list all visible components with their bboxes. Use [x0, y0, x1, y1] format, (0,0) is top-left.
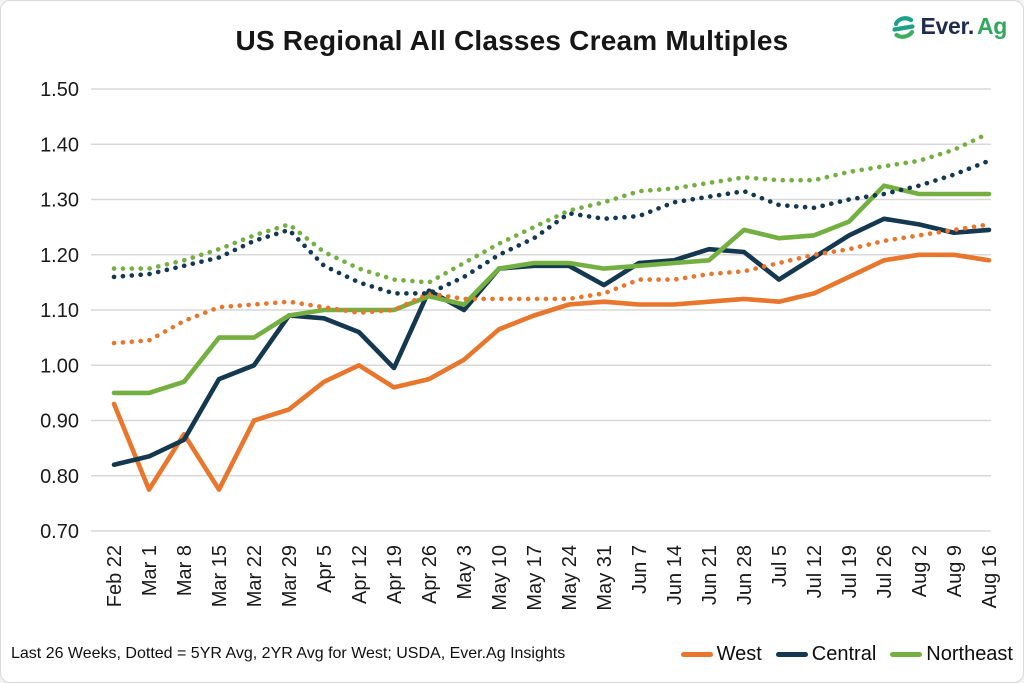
x-tick-label: Apr 12	[349, 545, 371, 604]
legend-swatch-central	[775, 651, 808, 657]
x-tick-label: Jul 19	[839, 545, 861, 598]
y-tick-label: 1.40	[40, 134, 79, 156]
legend-label: Central	[811, 642, 877, 665]
legend-label: West	[716, 642, 762, 665]
y-tick-label: 1.10	[40, 300, 79, 322]
legend-swatch-northeast	[890, 651, 923, 657]
ever-ag-logo-icon	[892, 15, 916, 39]
x-tick-label: Feb 22	[104, 545, 126, 607]
y-tick-label: 0.80	[40, 466, 79, 488]
x-tick-label: Jun 14	[664, 545, 686, 605]
x-tick-label: May 24	[559, 545, 581, 611]
logo-text-primary: Ever.	[920, 13, 974, 39]
x-tick-label: May 3	[454, 545, 476, 599]
series-central	[111, 216, 992, 468]
x-tick-label: Mar 1	[139, 545, 161, 596]
footer-note: Last 26 Weeks, Dotted = 5YR Avg, 2YR Avg…	[11, 645, 566, 662]
y-tick-label: 1.00	[40, 355, 79, 377]
x-tick-label: Apr 26	[419, 545, 441, 604]
x-tick-label: Apr 19	[384, 545, 406, 604]
legend-swatch-west	[680, 651, 713, 657]
line-chart: 1.50 1.40 1.30 1.20 1.10 1.00 0.90 0.80 0.70 Feb …	[1, 1, 1023, 644]
series-west-2yr-avg	[111, 222, 992, 346]
x-tick-label: May 31	[594, 545, 616, 611]
chart-title: US Regional All Classes Cream Multiples	[235, 25, 789, 56]
x-tick-label: Aug 16	[979, 545, 1001, 608]
series-northeast	[111, 183, 992, 396]
y-tick-label: 1.20	[40, 245, 79, 267]
x-tick-label: Apr 5	[314, 545, 336, 593]
series-northeast-5yr-avg	[111, 130, 992, 285]
x-tick-label: Jun 7	[629, 545, 651, 594]
legend-item-central: Central	[775, 642, 877, 666]
chart-canvas: 1.50 1.40 1.30 1.20 1.10 1.00 0.90 0.80 0.70 Feb …	[40, 79, 1001, 611]
y-tick-label: 1.50	[40, 79, 79, 101]
x-tick-label: May 10	[489, 545, 511, 611]
x-tick-label: Mar 22	[244, 545, 266, 607]
y-tick-label: 1.30	[40, 190, 79, 212]
x-tick-label: Jun 21	[699, 545, 721, 605]
x-tick-label: Mar 8	[174, 545, 196, 596]
legend-item-northeast: Northeast	[890, 643, 1013, 666]
x-tick-label: Aug 2	[909, 545, 931, 597]
logo-text-secondary: Ag	[976, 13, 1007, 39]
chart-footer: Last 26 Weeks, Dotted = 5YR Avg, 2YR Avg…	[1, 636, 1023, 672]
x-tick-label: Jul 12	[804, 545, 826, 598]
x-tick-label: Jun 28	[734, 545, 756, 605]
y-tick-label: 0.70	[40, 521, 79, 543]
series-central-5yr-avg	[111, 158, 992, 296]
y-tick-label: 0.90	[40, 411, 79, 433]
x-tick-label: Jul 26	[874, 545, 896, 598]
x-tick-label: May 17	[524, 545, 546, 611]
chart-legend: West Central Northeast	[680, 642, 1013, 666]
series-west	[111, 252, 992, 492]
x-tick-label: Mar 29	[279, 545, 301, 607]
legend-label: Northeast	[926, 642, 1013, 665]
x-tick-label: Jul 5	[769, 545, 791, 587]
ever-ag-logo: Ever. Ag	[891, 13, 1007, 40]
legend-item-west: West	[680, 642, 762, 666]
x-tick-label: Mar 15	[209, 545, 231, 607]
x-tick-label: Aug 9	[944, 545, 966, 597]
